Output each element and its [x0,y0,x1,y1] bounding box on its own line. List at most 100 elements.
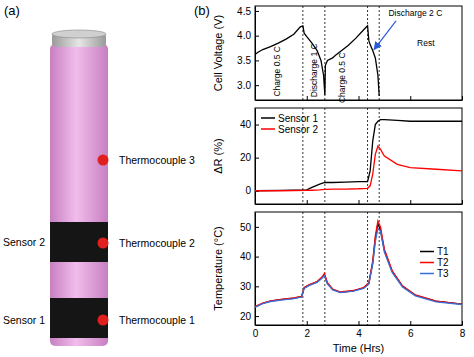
y-tick-label: 0 [245,185,251,196]
plot-frame [255,108,462,204]
series-line [255,221,462,307]
x-tick-label: 2 [304,328,310,339]
x-tick [359,96,360,100]
y-tick: 3.5 [237,55,259,66]
x-tick-mark [307,200,308,204]
y-tick-mark [255,36,259,37]
thermocouple-label: Thermocouple 2 [119,237,195,249]
x-tick: 2 [304,321,310,339]
legend: T1T2T3 [420,246,449,279]
subplot: 0246820304050Temperature (°C)Time (Hrs)T… [212,212,466,354]
x-tick-label: 6 [408,328,414,339]
annotation: Discharge 1 C [309,43,319,97]
plot-frame [255,6,462,100]
sensor-band [50,298,108,338]
annotation: Discharge 2 C [388,8,442,18]
series-line [255,224,462,307]
panel-label: (a) [4,3,20,18]
y-tick-label: 20 [240,311,252,322]
y-axis-title: Cell Voltage (V) [212,15,224,91]
x-tick-mark [410,321,411,325]
x-tick-mark [307,321,308,325]
legend-swatch [261,117,275,119]
y-tick-mark [255,60,259,61]
subplot: 3.0 3.5 4.0 4.5 Cell Voltage (V) Charge 0.5 C… [212,6,463,103]
battery-body [50,44,108,346]
event-line [324,212,325,325]
x-tick [307,200,308,204]
y-tick-mark [255,85,259,86]
x-tick [307,96,308,100]
y-tick-label: 3.5 [237,55,251,66]
legend-swatch [420,262,434,264]
event-line [379,108,380,204]
x-tick [462,96,463,100]
legend-label: Sensor 1 [278,113,318,124]
thermocouple-label: Thermocouple 3 [119,154,195,166]
thermocouple-label: Thermocouple 1 [119,314,195,326]
annotation: Rest [417,38,435,48]
y-tick-mark [255,125,259,126]
thermocouple [98,155,109,166]
x-axis-title: Time (Hrs) [333,342,385,354]
x-axis-line [256,325,463,326]
x-tick [359,200,360,204]
x-axis-line [256,100,463,101]
legend-label: T1 [437,246,449,257]
y-axis-title: Temperature (°C) [212,226,224,310]
y-tick: 4.5 [237,6,259,17]
y-tick-label: 50 [240,222,252,233]
panel-label: (b) [194,3,210,18]
y-tick: 30 [240,281,259,292]
y-tick-mark [255,316,259,317]
sensor-band [50,222,108,262]
y-axis: 3.0 3.5 4.0 4.5 [237,6,259,101]
x-tick [410,200,411,204]
plot-data [255,6,379,100]
y-axis: 20 30 40 50 [240,213,259,326]
y-tick-label: 3.0 [237,80,251,91]
y-tick: 20 [240,152,259,163]
figure: (a)(b)Sensor 2Sensor 1Thermocouple 3Ther… [0,0,474,357]
annotation: Charge 0.5 C [272,46,282,97]
y-tick-mark [255,286,259,287]
y-tick: 40 [240,251,259,262]
legend-swatch [261,128,275,130]
annotation: Charge 0.5 C [337,52,347,103]
x-tick [410,96,411,100]
y-tick: 20 [240,311,259,322]
y-tick-label: 20 [240,152,252,163]
sensor-label: Sensor 1 [3,314,45,326]
y-tick-label: 40 [240,251,252,262]
x-tick-mark [462,321,463,325]
x-tick [462,200,463,204]
x-tick-label: 0 [253,328,259,339]
subplot: 02040ΔR (%)Sensor 1Sensor 2 [212,108,463,205]
y-tick-label: 4.5 [237,6,251,17]
x-tick-mark [307,96,308,100]
event-line [302,6,303,100]
event-line [367,6,368,100]
x-tick-label: 8 [460,328,466,339]
series-line [255,120,462,191]
x-tick-mark [410,96,411,100]
annotation-arrow [374,21,396,50]
legend: Sensor 1Sensor 2 [261,113,318,135]
x-tick: 6 [408,321,414,339]
x-axis [256,200,463,205]
legend-swatch [420,251,434,253]
x-tick-mark [359,321,360,325]
series-line [255,228,462,307]
y-tick: 40 [240,119,259,130]
y-axis-line [255,213,256,326]
y-tick-label: 4.0 [237,30,251,41]
legend-swatch [420,273,434,275]
plot-frame [255,212,462,325]
battery-top [52,30,106,38]
event-line [302,212,303,325]
event-line [367,212,368,325]
x-tick-mark [462,96,463,100]
x-axis-line [256,204,463,205]
thermocouple [98,315,109,326]
plot-data [255,108,462,204]
